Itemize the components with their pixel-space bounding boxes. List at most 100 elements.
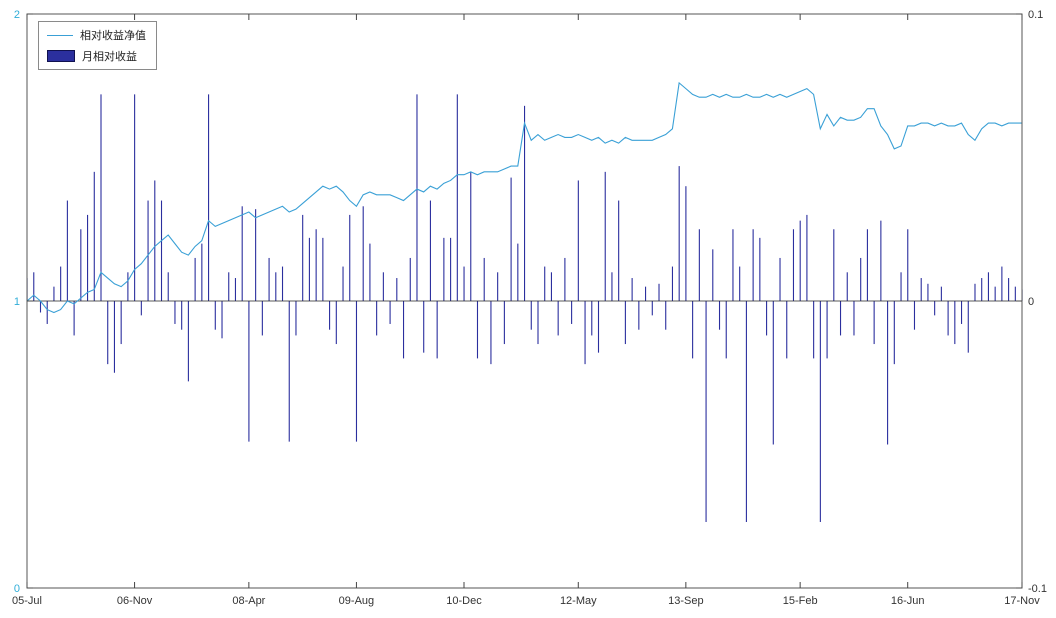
- monthly-return-bar: [389, 301, 391, 324]
- x-tick-label: 05-Jul: [12, 595, 42, 607]
- monthly-return-bar: [1001, 266, 1003, 301]
- monthly-return-bar: [597, 301, 600, 353]
- monthly-return-bar: [342, 266, 344, 301]
- x-tick-label: 15-Feb: [783, 595, 818, 607]
- monthly-return-bar: [718, 301, 721, 330]
- x-tick-label: 12-May: [560, 595, 597, 607]
- monthly-return-bar: [355, 301, 358, 442]
- monthly-return-bar: [887, 301, 889, 445]
- monthly-return-bar: [1008, 278, 1010, 301]
- monthly-return-bar: [584, 301, 586, 365]
- x-tick-label: 08-Apr: [232, 595, 265, 607]
- legend-entry-monthly-return: 月相对收益: [47, 48, 146, 64]
- monthly-return-bar: [766, 301, 768, 336]
- monthly-return-bar: [39, 301, 42, 313]
- monthly-return-bar: [893, 301, 895, 365]
- monthly-return-bar: [302, 214, 304, 301]
- monthly-return-bar: [234, 278, 237, 301]
- monthly-return-bar: [268, 257, 270, 301]
- monthly-return-bar: [46, 301, 48, 324]
- monthly-return-bar: [658, 283, 660, 301]
- monthly-return-bar: [524, 105, 526, 301]
- monthly-return-bar: [228, 272, 230, 301]
- monthly-return-bar: [450, 237, 452, 301]
- monthly-return-bar: [987, 272, 989, 301]
- monthly-return-bar: [792, 229, 795, 301]
- monthly-return-bar: [160, 200, 163, 301]
- monthly-return-bar: [786, 301, 788, 359]
- monthly-return-bar: [873, 301, 875, 345]
- monthly-return-bar: [799, 220, 801, 301]
- monthly-return-bar: [981, 278, 983, 301]
- y-left-tick-label: 1: [14, 296, 20, 308]
- y-right-tick-label: 0: [1028, 296, 1034, 308]
- monthly-return-bar: [497, 272, 499, 301]
- legend: 相对收益净值 月相对收益: [38, 21, 157, 70]
- monthly-return-bar: [591, 301, 593, 336]
- monthly-return-bar: [651, 301, 653, 316]
- monthly-return-bar: [994, 286, 996, 301]
- monthly-return-bar: [402, 301, 405, 359]
- monthly-return-bar: [819, 301, 821, 522]
- monthly-return-bar: [60, 266, 62, 301]
- monthly-return-bar: [147, 200, 149, 301]
- monthly-return-bar: [80, 229, 82, 301]
- monthly-return-bar: [745, 301, 747, 522]
- monthly-return-bar: [416, 94, 418, 301]
- monthly-return-bar: [927, 283, 929, 301]
- y-right-tick-label: -0.1: [1028, 583, 1047, 595]
- monthly-return-bar: [940, 286, 942, 301]
- monthly-return-bar: [255, 209, 257, 301]
- monthly-return-bar: [510, 177, 512, 301]
- monthly-return-bar: [396, 278, 398, 301]
- monthly-return-bar: [281, 266, 284, 301]
- monthly-return-bar: [550, 272, 552, 301]
- monthly-return-bar: [759, 237, 761, 301]
- monthly-return-bar: [678, 166, 680, 301]
- monthly-return-bar: [934, 301, 936, 316]
- monthly-return-bar: [429, 200, 431, 301]
- monthly-return-bar: [779, 257, 781, 301]
- monthly-return-bar: [853, 301, 855, 336]
- monthly-return-bar: [187, 301, 189, 382]
- monthly-return-bar: [174, 301, 176, 324]
- monthly-return-bar: [66, 200, 68, 301]
- line-swatch-icon: [47, 34, 73, 36]
- monthly-return-bar: [618, 200, 620, 301]
- monthly-return-bar: [221, 301, 223, 339]
- monthly-return-bar: [107, 301, 109, 365]
- x-tick-label: 06-Nov: [117, 595, 153, 607]
- monthly-return-bar: [127, 272, 129, 301]
- monthly-return-bar: [839, 301, 842, 336]
- monthly-return-bar: [261, 301, 263, 336]
- monthly-return-bar: [913, 301, 916, 330]
- monthly-return-bar: [362, 206, 364, 301]
- x-tick-label: 17-Nov: [1004, 595, 1040, 607]
- y-left-tick-label: 0: [14, 583, 20, 595]
- monthly-return-bar: [443, 237, 445, 301]
- monthly-return-bar: [201, 243, 203, 301]
- monthly-return-bar: [813, 301, 815, 359]
- monthly-return-bar: [967, 301, 969, 353]
- monthly-return-bar: [907, 229, 909, 301]
- monthly-return-bar: [409, 257, 411, 301]
- monthly-return-bar: [833, 229, 835, 301]
- monthly-return-bar: [376, 301, 378, 336]
- monthly-return-bar: [665, 301, 667, 330]
- monthly-return-bar: [470, 171, 472, 301]
- monthly-return-bar: [335, 301, 337, 345]
- monthly-return-bar: [214, 301, 216, 330]
- monthly-return-bar: [93, 171, 95, 301]
- monthly-return-bar: [483, 257, 485, 301]
- x-tick-label: 16-Jun: [891, 595, 925, 607]
- bar-swatch-icon: [47, 50, 75, 62]
- monthly-return-bar: [87, 214, 89, 301]
- monthly-return-bar: [120, 301, 122, 345]
- monthly-return-bar: [645, 286, 647, 301]
- monthly-return-bar: [920, 278, 922, 301]
- y-right-tick-label: 0.1: [1028, 9, 1043, 21]
- monthly-return-bar: [456, 94, 458, 301]
- monthly-return-bar: [194, 257, 196, 301]
- monthly-return-bar: [880, 220, 882, 301]
